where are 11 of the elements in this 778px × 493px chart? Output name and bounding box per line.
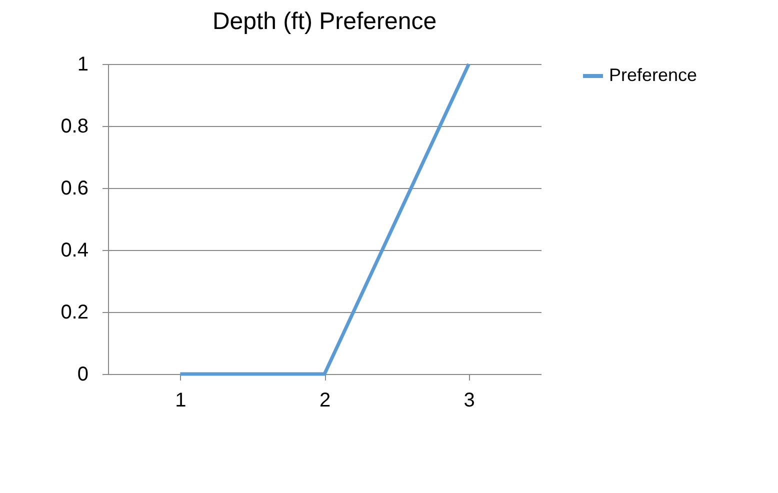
x-tick-label: 1 <box>175 390 186 412</box>
y-tick-label: 1 <box>77 54 88 76</box>
x-tick-label: 3 <box>464 390 475 412</box>
chart-title: Depth (ft) Preference <box>212 8 437 35</box>
x-tick-label: 2 <box>319 390 331 412</box>
y-tick-label: 0.6 <box>60 178 88 200</box>
y-tick-label: 0.8 <box>60 116 88 138</box>
y-tick-label: 0.2 <box>60 302 88 324</box>
y-tick-label: 0 <box>77 364 88 386</box>
legend-label: Preference <box>609 65 698 85</box>
y-tick-label: 0.4 <box>60 240 88 262</box>
